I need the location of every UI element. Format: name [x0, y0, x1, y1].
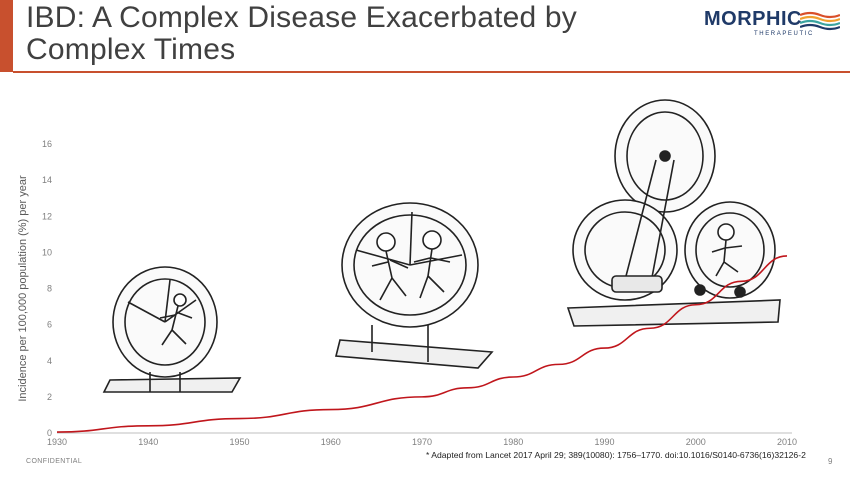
- y-tick-label: 16: [42, 139, 52, 149]
- logo-subtitle: THERAPEUTIC: [754, 31, 814, 37]
- y-tick-label: 14: [42, 175, 52, 185]
- x-tick-label: 1940: [138, 437, 158, 447]
- triple-hamster-wheel-machine: [566, 99, 781, 327]
- y-tick-label: 0: [47, 428, 52, 438]
- y-tick-label: 12: [42, 211, 52, 221]
- y-axis-label: Incidence per 100,000 population (%) per…: [17, 175, 29, 402]
- x-axis-ticks: 1930 1940 1950 1960 1970 1980 1990 2000 2010: [47, 437, 797, 447]
- incidence-series-line: [56, 255, 788, 433]
- double-runner-hamster-wheel: [334, 202, 494, 369]
- x-tick-label: 1970: [412, 437, 432, 447]
- x-tick-label: 1960: [321, 437, 341, 447]
- y-axis-ticks: 0 2 4 6 8 10 12 14 16: [42, 139, 52, 438]
- morphic-logo: MORPHIC THERAPEUTIC: [704, 8, 840, 44]
- accent-bar: [0, 0, 13, 72]
- x-tick-label: 1930: [47, 437, 67, 447]
- slide-title: IBD: A Complex Disease Exacerbated by Co…: [26, 1, 578, 66]
- confidential-label: CONFIDENTIAL: [26, 458, 83, 465]
- source-citation: * Adapted from Lancet 2017 April 29; 389…: [426, 450, 806, 460]
- y-tick-label: 10: [42, 247, 52, 257]
- title-underline: [13, 71, 850, 73]
- single-hamster-wheel: [102, 266, 242, 393]
- y-tick-label: 6: [47, 320, 52, 330]
- y-tick-label: 2: [47, 392, 52, 402]
- x-tick-label: 1950: [229, 437, 249, 447]
- x-tick-label: 2010: [777, 437, 797, 447]
- x-tick-label: 1980: [503, 437, 523, 447]
- y-tick-label: 4: [47, 356, 52, 366]
- logo-wordmark: MORPHIC: [704, 8, 802, 30]
- y-tick-label: 8: [47, 284, 52, 294]
- page-number: 9: [828, 457, 833, 466]
- x-tick-label: 1990: [594, 437, 614, 447]
- x-tick-label: 2000: [686, 437, 706, 447]
- logo-waves-icon: [800, 11, 840, 31]
